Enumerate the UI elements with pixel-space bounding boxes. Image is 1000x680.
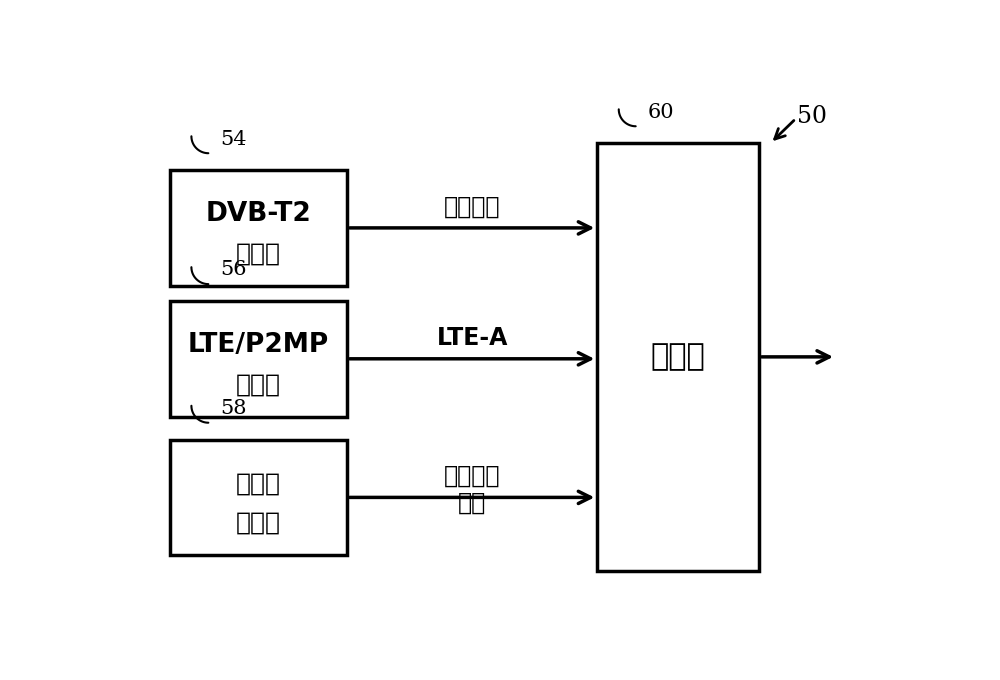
Text: 60: 60 xyxy=(647,103,674,122)
Bar xyxy=(597,143,759,571)
Text: LTE-A: LTE-A xyxy=(436,326,508,350)
Text: 交叉衰落: 交叉衰落 xyxy=(444,464,500,488)
Text: 信号: 信号 xyxy=(458,490,486,514)
Bar xyxy=(170,170,347,286)
Text: 结构化: 结构化 xyxy=(236,471,281,496)
Text: 58: 58 xyxy=(220,399,246,418)
Text: 数据源: 数据源 xyxy=(236,511,281,534)
Text: 56: 56 xyxy=(220,260,246,279)
Text: LTE/P2MP: LTE/P2MP xyxy=(188,332,329,358)
Text: 调制器: 调制器 xyxy=(236,372,281,396)
Text: 50: 50 xyxy=(797,105,827,128)
Bar xyxy=(170,301,347,417)
Text: 数字视频: 数字视频 xyxy=(444,194,500,219)
Text: 调制器: 调制器 xyxy=(236,241,281,265)
Text: 54: 54 xyxy=(220,130,246,149)
Bar xyxy=(170,440,347,555)
Text: 复用器: 复用器 xyxy=(651,342,705,371)
Text: DVB-T2: DVB-T2 xyxy=(206,201,311,227)
